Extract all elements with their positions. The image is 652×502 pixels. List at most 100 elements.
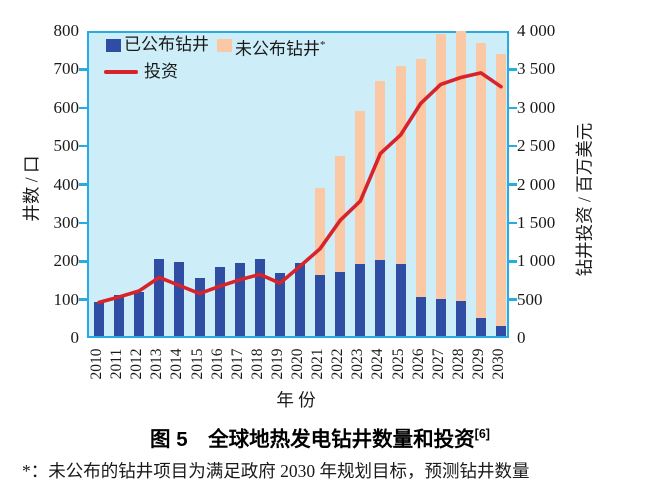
year-label-2027: 2027 xyxy=(429,348,447,380)
right-axis-title: 钻井投资 / 百万美元 xyxy=(574,122,595,277)
legend-swatch-unannounced xyxy=(217,39,232,52)
year-label-2029: 2029 xyxy=(469,348,487,380)
legend-label-unannounced: 未公布钻井* xyxy=(235,39,326,59)
legend-label-investment: 投资 xyxy=(144,62,178,81)
bar-announced-2021 xyxy=(315,275,326,336)
year-label-2021: 2021 xyxy=(309,348,327,380)
right-tick-label: 0 xyxy=(517,328,526,347)
year-label-2014: 2014 xyxy=(168,348,186,380)
left-tickmark xyxy=(79,106,87,109)
right-tick-label: 1 500 xyxy=(517,212,556,232)
year-label-2028: 2028 xyxy=(449,348,467,380)
left-tickmark xyxy=(79,183,87,186)
right-tickmark xyxy=(509,221,517,225)
left-tick-label: 100 xyxy=(53,289,80,309)
year-label-2012: 2012 xyxy=(128,348,146,380)
left-axis-title: 井数 / 口 xyxy=(21,155,42,222)
year-label-2017: 2017 xyxy=(228,348,246,380)
bar-announced-2018 xyxy=(254,258,265,336)
right-tick-label: 2 000 xyxy=(517,174,556,194)
right-tick-label: 500 xyxy=(517,289,543,309)
figure-title: 图 5 全球地热发电钻井数量和投资[6] xyxy=(150,427,490,451)
bar-announced-2022 xyxy=(335,271,346,336)
left-tickmark xyxy=(79,221,87,225)
right-tickmark xyxy=(509,68,517,71)
figure-footnote: *：未公布的钻井项目为满足政府 2030 年规划目标，预测钻井数量 xyxy=(22,461,530,481)
bar-unannounced-2022 xyxy=(335,155,346,272)
bar-announced-2016 xyxy=(214,266,225,336)
asterisk-superscript: * xyxy=(320,39,326,51)
bar-unannounced-2027 xyxy=(435,34,446,299)
right-tick-label: 3 500 xyxy=(517,59,556,79)
bar-announced-2030 xyxy=(496,325,506,336)
right-tickmark xyxy=(509,183,517,186)
year-label-2019: 2019 xyxy=(268,348,286,380)
right-tickmark xyxy=(509,144,517,148)
bar-announced-2011 xyxy=(114,295,125,336)
year-label-2030: 2030 xyxy=(490,348,507,380)
year-label-2015: 2015 xyxy=(188,348,206,380)
bar-announced-2020 xyxy=(295,263,305,336)
bar-unannounced-2023 xyxy=(355,111,366,264)
bar-announced-2025 xyxy=(395,263,406,336)
year-label-2023: 2023 xyxy=(349,348,367,380)
year-label-2018: 2018 xyxy=(248,348,266,380)
right-tickmark xyxy=(509,106,517,109)
year-label-2024: 2024 xyxy=(369,348,387,380)
bar-unannounced-2026 xyxy=(415,58,426,297)
bar-announced-2019 xyxy=(274,273,285,336)
right-tick-label: 3 000 xyxy=(517,97,556,117)
left-tick-label: 0 xyxy=(70,328,80,347)
bar-announced-2012 xyxy=(134,291,145,336)
year-label-2016: 2016 xyxy=(208,348,226,380)
bar-unannounced-2025 xyxy=(395,65,406,264)
bar-announced-2027 xyxy=(435,298,446,336)
left-tick-label: 600 xyxy=(53,97,80,117)
bar-announced-2010 xyxy=(94,301,104,336)
year-label-2011: 2011 xyxy=(108,348,126,380)
legend-swatch-investment-line xyxy=(104,70,138,74)
legend-swatch-announced xyxy=(106,39,121,52)
left-tickmark xyxy=(79,260,87,263)
bar-announced-2028 xyxy=(455,300,466,336)
bar-unannounced-2021 xyxy=(315,188,326,275)
bar-unannounced-2028 xyxy=(455,30,466,301)
x-axis-title: 年 份 xyxy=(276,390,316,410)
left-tick-label: 200 xyxy=(53,251,80,271)
investment-line xyxy=(97,71,503,305)
bar-unannounced-2029 xyxy=(475,42,486,318)
left-tickmark xyxy=(79,68,87,71)
year-label-2025: 2025 xyxy=(389,348,407,380)
bar-announced-2023 xyxy=(355,263,366,336)
plot-area: 已公布钻井 未公布钻井* 投资 xyxy=(87,30,509,338)
citation-superscript: [6] xyxy=(474,427,490,442)
left-tickmark xyxy=(79,298,87,301)
legend-label-announced: 已公布钻井 xyxy=(124,35,209,54)
bar-announced-2024 xyxy=(375,259,386,336)
left-tick-label: 800 xyxy=(53,21,80,40)
year-label-2010: 2010 xyxy=(88,348,105,380)
year-label-2026: 2026 xyxy=(409,348,427,380)
left-tick-label: 400 xyxy=(53,174,80,194)
right-tick-label: 2 500 xyxy=(517,136,556,156)
right-tick-label: 4 000 xyxy=(517,21,556,40)
left-tickmark xyxy=(79,144,87,148)
bar-announced-2017 xyxy=(234,263,245,336)
year-label-2013: 2013 xyxy=(148,348,166,380)
bar-announced-2014 xyxy=(174,262,185,336)
bar-unannounced-2030 xyxy=(496,53,506,326)
bar-announced-2026 xyxy=(415,296,426,336)
left-tick-label: 700 xyxy=(53,59,80,79)
bar-announced-2013 xyxy=(154,258,165,336)
year-label-2020: 2020 xyxy=(289,348,306,380)
right-tickmark xyxy=(509,298,517,301)
year-label-2022: 2022 xyxy=(329,348,347,380)
bar-announced-2029 xyxy=(475,318,486,336)
bar-announced-2015 xyxy=(194,277,205,336)
bar-unannounced-2024 xyxy=(375,80,386,260)
left-tick-label: 300 xyxy=(53,212,80,232)
left-tick-label: 500 xyxy=(53,136,80,156)
right-tickmark xyxy=(509,260,517,263)
right-tick-label: 1 000 xyxy=(517,251,556,271)
